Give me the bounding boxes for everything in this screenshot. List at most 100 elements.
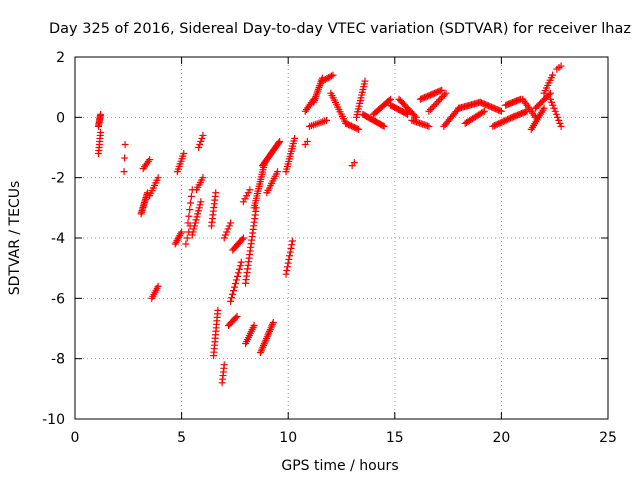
data-point xyxy=(480,107,488,115)
data-point xyxy=(434,97,442,105)
x-tick-label: 10 xyxy=(279,430,297,446)
data-point xyxy=(490,122,498,130)
data-point xyxy=(220,234,228,242)
data-point xyxy=(227,297,235,305)
data-point xyxy=(425,107,433,115)
data-point xyxy=(285,255,293,263)
y-tick-label: -6 xyxy=(51,291,65,307)
data-point xyxy=(283,267,291,275)
data-point xyxy=(303,137,311,145)
data-point xyxy=(353,125,361,133)
data-point xyxy=(230,287,238,295)
data-point xyxy=(548,98,556,106)
data-point xyxy=(361,77,369,85)
y-tick-label: -4 xyxy=(51,231,65,247)
data-point xyxy=(276,137,284,145)
data-point xyxy=(223,228,231,236)
x-tick-labels: 0 5 10 15 20 25 xyxy=(71,430,617,446)
data-point xyxy=(182,240,190,248)
data-point xyxy=(318,77,326,85)
data-point xyxy=(246,186,254,194)
data-point xyxy=(194,207,202,215)
data-point xyxy=(287,244,295,252)
data-point xyxy=(232,276,240,284)
data-point xyxy=(492,121,500,129)
y-axis-label: SDTVAR / TECUs xyxy=(7,181,23,296)
data-point xyxy=(196,201,204,209)
data-point xyxy=(440,91,448,99)
data-point xyxy=(439,92,447,100)
data-point xyxy=(549,71,557,79)
data-point xyxy=(493,120,501,128)
data-point xyxy=(552,110,560,118)
data-point xyxy=(323,116,331,124)
data-point xyxy=(212,189,220,197)
data-point xyxy=(121,154,129,162)
y-tick-label: -2 xyxy=(51,171,65,187)
y-tick-label: 0 xyxy=(56,110,65,126)
data-point xyxy=(188,231,196,239)
data-point xyxy=(291,134,299,142)
data-point xyxy=(380,122,388,130)
data-point xyxy=(430,102,438,110)
data-point xyxy=(191,222,199,230)
data-point xyxy=(250,321,258,329)
data-point xyxy=(183,234,191,242)
data-point xyxy=(184,219,192,227)
data-point xyxy=(436,96,444,104)
data-point xyxy=(120,168,128,176)
data-point xyxy=(231,283,239,291)
data-point xyxy=(274,168,282,176)
data-point xyxy=(498,118,506,126)
data-point xyxy=(235,265,243,273)
data-point xyxy=(97,110,105,118)
data-point xyxy=(355,125,363,133)
data-point xyxy=(244,189,252,197)
data-point xyxy=(496,107,504,115)
data-point xyxy=(442,89,450,97)
data-point xyxy=(197,198,205,206)
data-point xyxy=(479,108,487,116)
y-tick-label: 2 xyxy=(56,50,65,66)
axis-ticks xyxy=(74,56,609,420)
y-tick-label: -10 xyxy=(42,412,65,428)
data-point xyxy=(146,156,154,164)
data-point xyxy=(550,104,558,112)
data-point xyxy=(186,206,194,214)
data-point xyxy=(288,241,296,249)
data-point xyxy=(323,75,331,83)
data-point xyxy=(557,122,565,130)
data-point xyxy=(121,140,129,148)
data-point xyxy=(233,312,241,320)
data-point xyxy=(326,73,334,81)
data-point xyxy=(228,294,236,302)
data-point xyxy=(497,107,505,115)
data-point xyxy=(222,231,230,239)
data-point xyxy=(193,213,201,221)
data-point xyxy=(191,219,199,227)
data-point xyxy=(499,118,507,126)
data-point xyxy=(438,86,446,94)
data-point xyxy=(269,318,277,326)
data-point xyxy=(194,210,202,218)
data-point xyxy=(97,128,105,136)
data-point xyxy=(237,258,245,266)
data-point xyxy=(154,174,162,182)
data-point xyxy=(504,115,512,123)
y-tick-labels: -10 -8 -6 -4 -2 0 2 xyxy=(42,50,65,428)
data-point xyxy=(549,101,557,109)
data-point xyxy=(426,106,434,114)
data-point xyxy=(199,174,207,182)
data-point xyxy=(198,134,206,142)
data-point xyxy=(231,280,239,288)
data-point xyxy=(195,144,203,151)
x-tick-label: 20 xyxy=(492,430,510,446)
data-point xyxy=(236,262,244,270)
data-point xyxy=(229,290,237,298)
data-point xyxy=(238,235,246,243)
data-point xyxy=(197,137,205,145)
data-point xyxy=(433,99,441,107)
data-point xyxy=(225,222,233,230)
data-point xyxy=(190,225,198,233)
data-point xyxy=(177,230,185,238)
